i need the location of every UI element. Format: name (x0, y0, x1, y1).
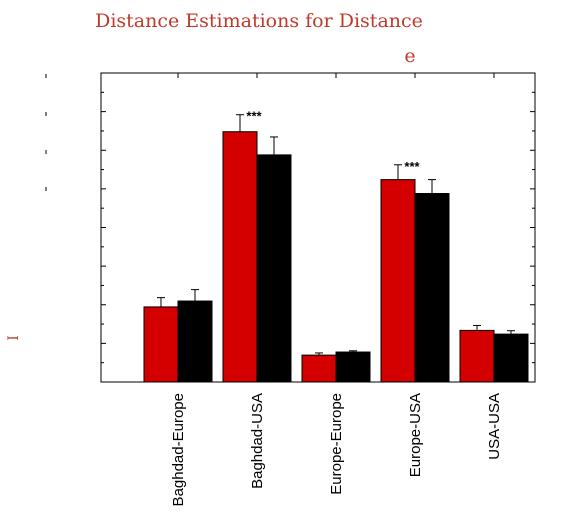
chart-title: Distance Estimations for Distance (95, 10, 423, 32)
y-axis-label: I (6, 335, 22, 341)
bar (301, 354, 337, 383)
x-tick-label: Baghdad-Europe (170, 393, 187, 506)
bar (143, 306, 179, 383)
bar (459, 329, 495, 383)
x-tick-label: Europe-USA (407, 393, 424, 477)
ticks-layer (101, 73, 535, 382)
x-tick-label: Europe-Europe (328, 393, 345, 495)
x-tick-label: USA-USA (486, 393, 503, 460)
labels-layer: Baghdad-Europe Baghdad-USA Europe-Europe Eu… (170, 109, 503, 507)
bar (493, 333, 529, 383)
bar (414, 193, 450, 383)
bar (335, 351, 371, 383)
significance-label: *** (404, 159, 420, 174)
plot-area: Baghdad-Europe Baghdad-USA Europe-Europe Eu… (100, 72, 536, 507)
bar (256, 154, 292, 383)
chart-title-line2: e (404, 45, 415, 67)
bars-layer (143, 114, 529, 383)
significance-label: *** (246, 109, 262, 124)
bar (222, 131, 258, 383)
x-tick-label: Baghdad-USA (249, 393, 266, 489)
bar (380, 179, 416, 383)
bar (177, 300, 213, 383)
